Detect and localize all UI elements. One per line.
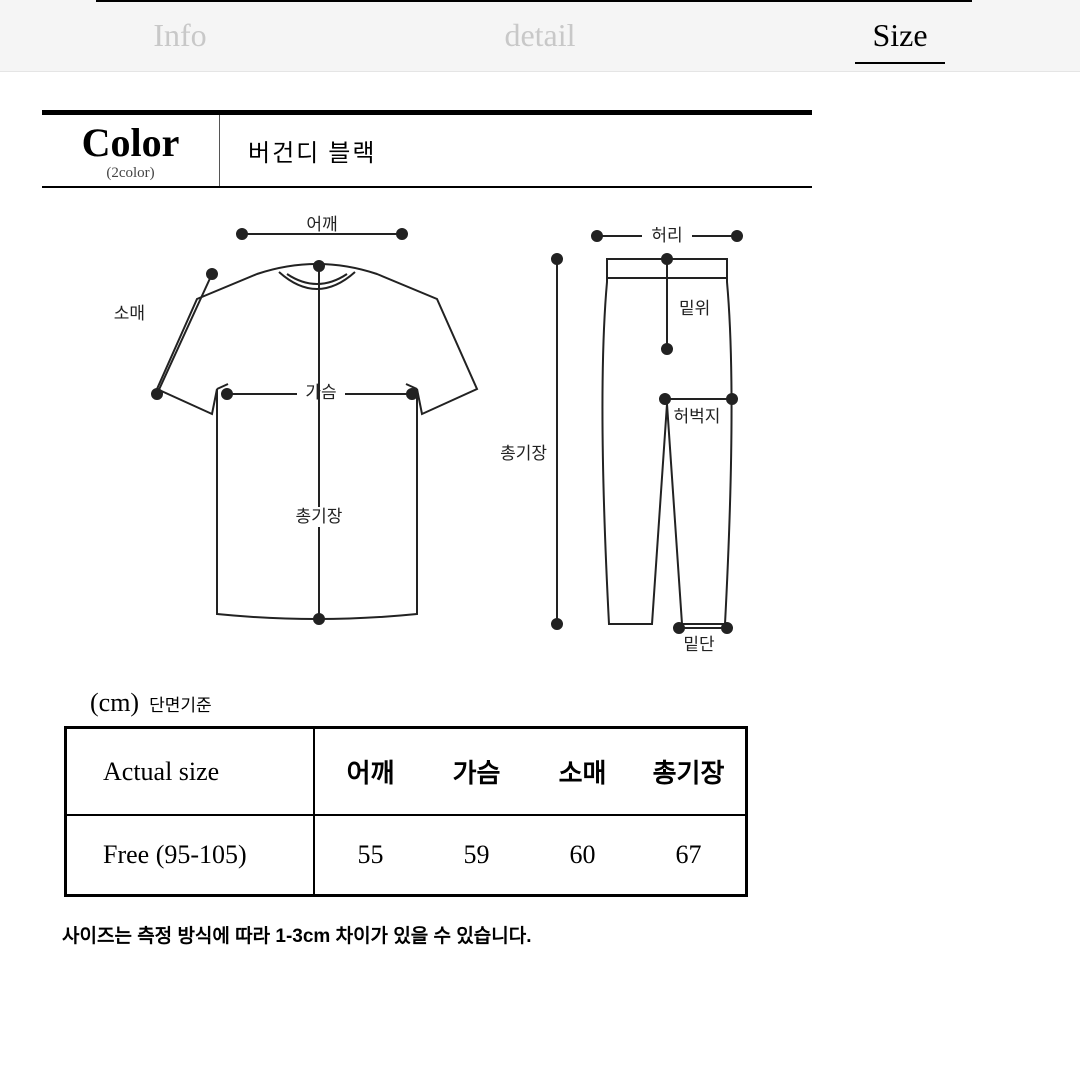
unit-row: (cm) 단면기준 [42, 688, 1038, 718]
label-sleeve: 소매 [114, 304, 145, 323]
color-subtitle: (2color) [42, 165, 219, 182]
size-table: Actual size 어깨 가슴 소매 총기장 Free (95-105) 5… [64, 726, 748, 897]
size-footnote: 사이즈는 측정 방식에 따라 1-3cm 차이가 있을 수 있습니다. [62, 921, 1038, 948]
diagram-svg: 어깨 소매 가슴 총기장 [97, 214, 757, 664]
col-sleeve: 소매 [545, 753, 621, 790]
tab-size[interactable]: Size [720, 3, 1080, 68]
color-heading: Color (2color) [42, 115, 220, 186]
label-rise: 밑위 [679, 299, 710, 318]
row-values: 55 59 60 67 [314, 815, 747, 896]
label-pants-length: 총기장 [500, 444, 547, 463]
val-shoulder: 55 [333, 840, 409, 870]
table-header-row: Actual size 어깨 가슴 소매 총기장 [66, 728, 747, 816]
row-label: Free (95-105) [66, 815, 314, 896]
header-columns: 어깨 가슴 소매 총기장 [314, 728, 747, 816]
table-row: Free (95-105) 55 59 60 67 [66, 815, 747, 896]
val-sleeve: 60 [545, 840, 621, 870]
label-shoulder: 어깨 [306, 215, 337, 234]
col-length: 총기장 [651, 753, 727, 790]
tab-detail[interactable]: detail [360, 3, 720, 68]
unit-label: (cm) [90, 688, 139, 718]
color-value: 버건디 블랙 [220, 115, 812, 186]
val-chest: 59 [439, 840, 515, 870]
val-length: 67 [651, 840, 727, 870]
color-section: Color (2color) 버건디 블랙 [42, 110, 812, 188]
label-thigh: 허벅지 [674, 407, 721, 426]
color-title: Color [42, 123, 219, 163]
label-shirt-length: 총기장 [296, 507, 343, 526]
size-diagram: 어깨 소매 가슴 총기장 [42, 188, 812, 688]
unit-note: 단면기준 [149, 691, 212, 716]
header-actual-size: Actual size [66, 728, 314, 816]
label-hem: 밑단 [683, 635, 715, 654]
col-chest: 가슴 [439, 753, 515, 790]
col-shoulder: 어깨 [333, 753, 409, 790]
content-area: Color (2color) 버건디 블랙 [0, 72, 1080, 948]
label-waist: 허리 [651, 226, 682, 245]
tab-info[interactable]: Info [0, 3, 360, 68]
tab-bar: Info detail Size [0, 0, 1080, 72]
label-chest: 가슴 [305, 383, 336, 402]
